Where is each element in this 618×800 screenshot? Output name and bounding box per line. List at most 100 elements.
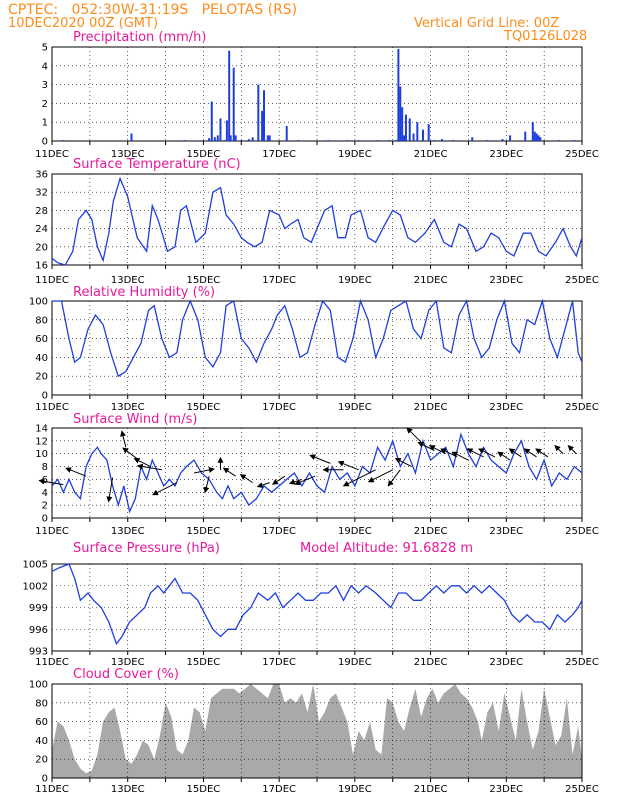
y-tick-label: 996 [29,625,48,636]
precip-bar [228,50,231,142]
precip-bar [247,139,250,141]
panel-title: Surface Temperature (nC) [73,157,241,172]
wind-series-line [51,432,583,514]
precip-bar [558,140,561,141]
precip-bar [539,137,542,141]
y-tick-label: 5 [42,43,48,54]
y-tick-label: 60 [35,717,48,728]
rh-series-line [52,298,583,378]
x-tick-label: 25DEC [565,402,599,413]
x-tick-label: 21DEC [414,275,448,286]
y-tick-label: 28 [35,206,48,217]
x-tick-label: 19DEC [338,402,372,413]
x-tick-label: 23DEC [489,657,523,668]
precip-bar [285,125,288,141]
date-header: 10DEC2020 00Z (GMT) [8,16,159,31]
precip-bar [251,137,254,141]
panel-title: Relative Humidity (%) [73,285,215,300]
precip-bar [399,86,402,141]
y-tick-label: 24 [35,224,48,235]
wind-arrow [367,469,393,483]
precip-bar [327,140,330,141]
precip-bar [397,48,400,141]
x-tick-label: 23DEC [489,149,523,160]
precip-bar [376,140,379,141]
precip-bar [427,124,430,141]
wind-arrow [567,445,577,455]
precip-bar [263,90,265,141]
precip-bar [422,129,424,141]
x-tick-label: 19DEC [338,149,372,160]
y-tick-label: 4 [42,488,48,499]
y-tick-label: 12 [35,436,48,447]
wind-arrow [337,460,359,471]
wind-arrow [554,445,564,455]
x-tick-label: 15DEC [187,784,221,795]
x-tick-label: 21DEC [414,402,448,413]
plot-frame [51,46,583,142]
wind-arrow [497,451,511,461]
pres-panel: 993 996 999 1002 1005 11DEC 13DEC 15DEC 17DEC 19D… [23,541,599,668]
wind-arrow [294,475,316,486]
x-tick-label: 19DEC [338,657,372,668]
precip-bar [486,140,489,141]
wind-arrow [193,467,215,474]
plot-frame [51,173,583,266]
precip-bar [229,135,232,141]
precip-bar [535,133,538,141]
precip-bar [531,122,534,141]
y-tick-label: 16 [35,261,48,272]
x-tick-label: 21DEC [414,526,448,537]
x-tick-label: 25DEC [565,526,599,537]
precip-bar [130,133,133,141]
x-tick-label: 15DEC [187,402,221,413]
wind-arrow [535,448,549,458]
plot-frame [51,300,583,396]
wind-arrow [65,467,87,477]
precip-bar [509,135,512,141]
panel-title: Surface Wind (m/s) [73,412,197,427]
y-tick-label: 0 [42,391,48,402]
wind-arrow [508,448,522,458]
x-tick-label: 19DEC [338,784,372,795]
wind-arrow [271,475,286,485]
y-tick-label: 60 [35,334,48,345]
wind-arrow [523,448,537,458]
precip-bar [533,131,536,141]
wind-arrow [256,482,270,488]
precip-bar [213,137,216,141]
y-tick-label: 20 [35,242,48,253]
precip-bar [452,140,455,141]
precip-bar [395,140,398,141]
x-tick-label: 15DEC [187,149,221,160]
x-tick-label: 25DEC [565,657,599,668]
precip-bar [433,140,436,141]
y-tick-label: 10 [35,449,48,460]
wind-arrow [394,458,412,468]
wind-arrow [466,448,484,458]
y-tick-label: 999 [29,603,48,614]
x-tick-label: 11DEC [35,657,69,668]
x-tick-label: 11DEC [35,526,69,537]
y-tick-label: 40 [35,736,48,747]
vertical-grid-note: Vertical Grid Line: 00Z [414,16,560,31]
y-tick-label: 32 [35,188,48,199]
precip-bar [501,139,504,141]
y-tick-label: 4 [42,61,48,72]
y-tick-label: 1005 [23,560,48,571]
temp-panel: 16 20 24 28 32 36 11DEC 13DEC 15DEC 17DEC 19DEC 21D… [35,157,599,286]
precip-panel: 0 1 2 3 4 5 11DEC 13DEC 15DEC 17DEC 19DEC 21DEC 23DE… [35,30,599,160]
precip-bar [524,131,527,141]
precip-bar [210,101,213,141]
y-tick-label: 36 [35,170,48,181]
y-tick-label: 2 [42,501,48,512]
x-tick-label: 17DEC [262,526,296,537]
y-tick-label: 0 [42,137,48,148]
y-tick-label: 8 [42,462,48,473]
y-tick-label: 3 [42,80,48,91]
wind-arrow [152,482,178,496]
y-tick-label: 993 [29,647,48,658]
precip-bar [268,135,271,141]
x-tick-label: 23DEC [489,784,523,795]
